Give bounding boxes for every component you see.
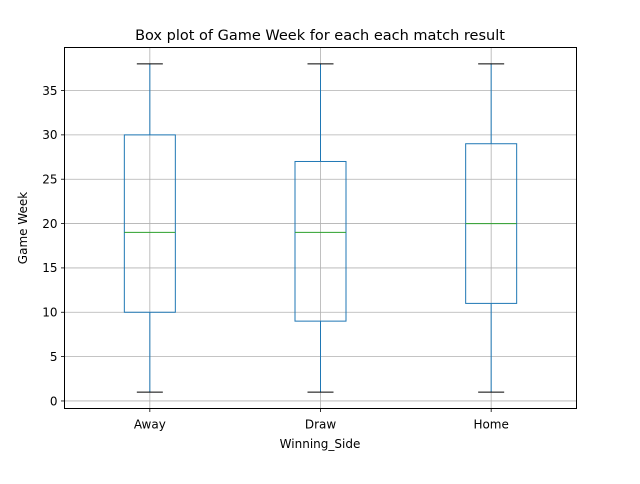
x-tick-label-home: Home: [473, 418, 508, 432]
y-axis-ticks: 0 5 10 15 20 25 30 35: [42, 84, 65, 408]
y-tick-label: 15: [42, 261, 57, 275]
box-draw: [294, 63, 347, 393]
y-tick-label: 5: [50, 350, 58, 364]
y-tick-label: 25: [42, 173, 57, 187]
x-tick-label-away: Away: [134, 418, 166, 432]
box-home: [465, 63, 518, 393]
y-tick-label: 20: [42, 217, 57, 231]
chart-title: Box plot of Game Week for each each matc…: [135, 28, 505, 44]
iqr-box: [123, 134, 176, 313]
y-tick-label: 35: [42, 84, 57, 98]
x-axis-ticks: Away Draw Home: [134, 408, 509, 432]
y-tick-label: 10: [42, 306, 57, 320]
boxes-layer: [123, 63, 518, 393]
box-away: [123, 63, 176, 393]
y-tick-label: 0: [50, 394, 58, 408]
x-axis-label: Winning_Side: [280, 437, 361, 451]
y-axis-label: Game Week: [16, 192, 30, 264]
y-tick-label: 30: [42, 128, 57, 142]
iqr-box: [294, 160, 347, 322]
x-tick-label-draw: Draw: [305, 418, 337, 432]
